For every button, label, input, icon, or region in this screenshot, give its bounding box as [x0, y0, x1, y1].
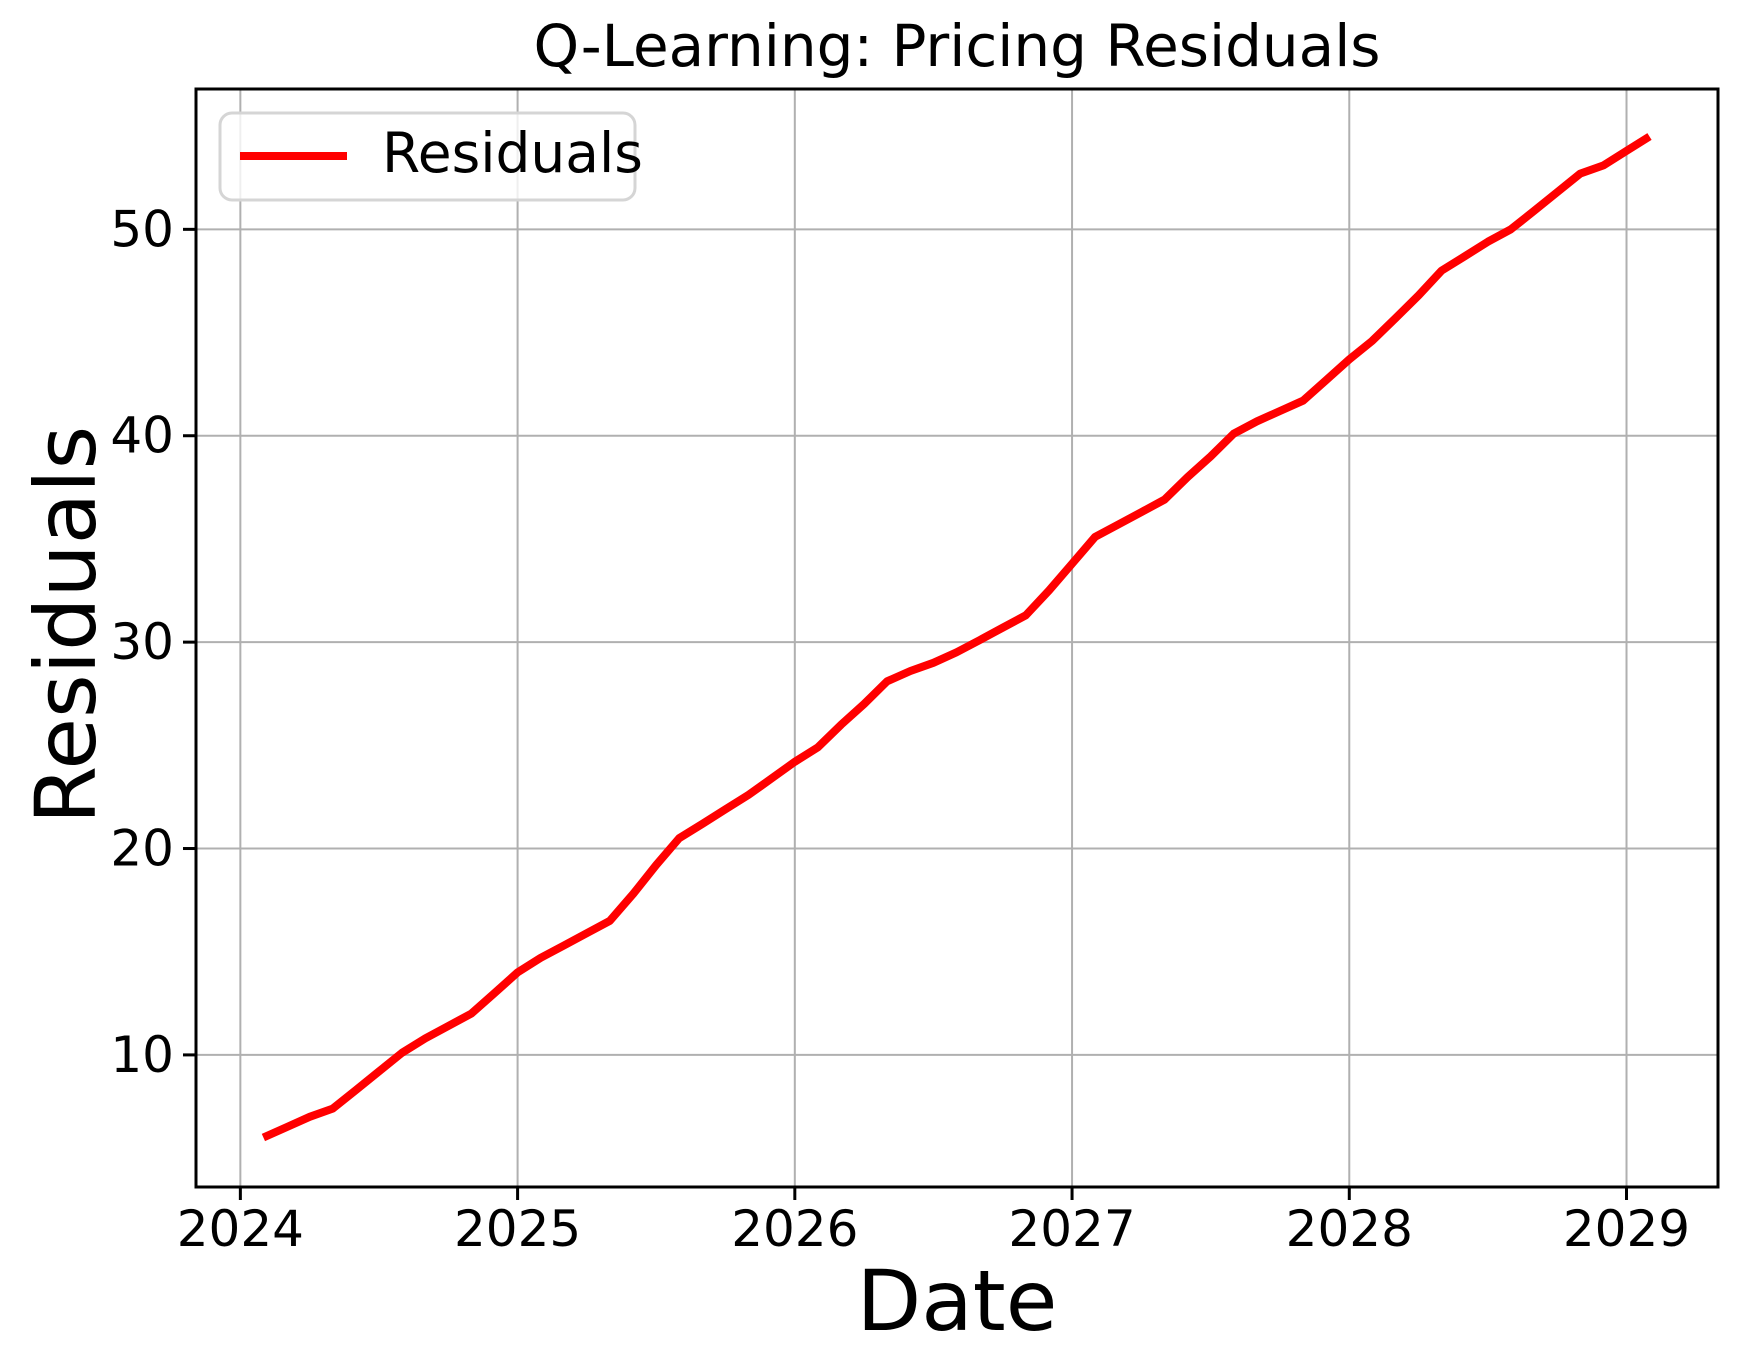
x-tick-label-2025: 2025	[454, 1200, 581, 1258]
y-axis-label: Residuals	[17, 426, 115, 825]
series-layer	[261, 133, 1652, 1142]
y-tick-label-50: 50	[110, 200, 174, 258]
legend-label: Residuals	[382, 121, 643, 185]
legend: Residuals	[218, 111, 643, 202]
chart-title: Q-Learning: Pricing Residuals	[533, 12, 1380, 80]
x-tick-label-2028: 2028	[1286, 1200, 1413, 1258]
y-tick-label-30: 30	[110, 613, 174, 671]
tick-label-layer: 2024 2025 2026 2027 2028 2029 10 20 30 40 50	[110, 200, 1690, 1258]
grid-layer	[196, 89, 1718, 1187]
legend-box	[218, 111, 637, 202]
x-tick-label-2029: 2029	[1563, 1200, 1690, 1258]
x-tick-label-2024: 2024	[177, 1200, 304, 1258]
x-axis-label: Date	[857, 1252, 1058, 1350]
y-tick-label-20: 20	[110, 820, 174, 878]
axes-layer	[183, 87, 1720, 1200]
y-tick-label-40: 40	[110, 407, 174, 465]
x-tick-label-2026: 2026	[731, 1200, 858, 1258]
series-line-residuals	[261, 133, 1652, 1142]
y-tick-label-10: 10	[110, 1026, 174, 1084]
plot-frame	[194, 87, 1720, 1189]
x-tick-label-2027: 2027	[1008, 1200, 1135, 1258]
